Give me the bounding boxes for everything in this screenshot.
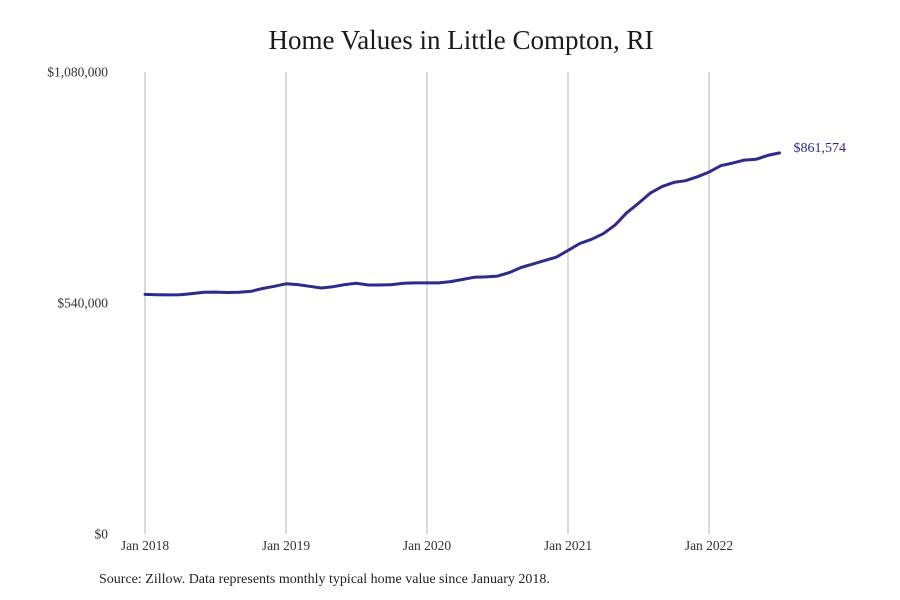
series-line — [143, 151, 781, 297]
x-tick-label: Jan 2021 — [544, 538, 592, 553]
x-tick-label: Jan 2018 — [121, 538, 170, 553]
series-layer: $861,574 — [143, 141, 847, 297]
x-tick-label: Jan 2019 — [262, 538, 311, 553]
y-tick-label: $0 — [95, 527, 109, 542]
end-value-label: $861,574 — [794, 141, 847, 156]
x-tick-label: Jan 2020 — [403, 538, 452, 553]
y-axis-ticks: $0 $540,000 $1,080,000 — [47, 65, 108, 542]
source-note: Source: Zillow. Data represents monthly … — [99, 572, 550, 587]
chart-title: Home Values in Little Compton, RI — [268, 25, 654, 55]
gridlines — [144, 72, 710, 534]
x-axis-ticks: Jan 2018 Jan 2019 Jan 2020 Jan 2021 Jan 2022 — [121, 538, 733, 553]
x-tick-label: Jan 2022 — [685, 538, 733, 553]
y-tick-label: $1,080,000 — [47, 65, 108, 80]
y-tick-label: $540,000 — [57, 296, 108, 311]
